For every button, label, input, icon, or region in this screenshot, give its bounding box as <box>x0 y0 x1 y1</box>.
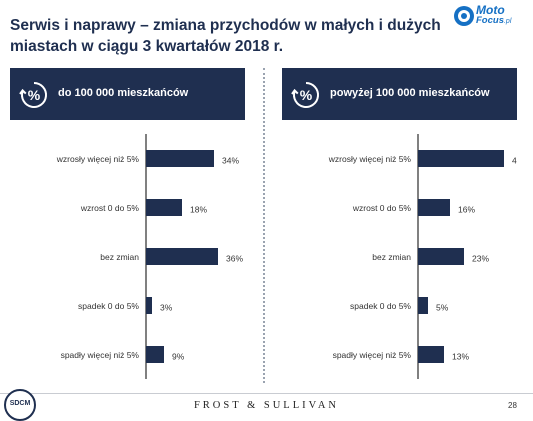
bar <box>146 297 152 314</box>
category-label: spadły więcej niż 5% <box>333 350 412 360</box>
value-label: 16% <box>458 205 475 215</box>
panel-header: % do 100 000 mieszkańców <box>10 68 245 120</box>
bar <box>418 199 450 216</box>
sdcm-badge-icon: SDCM <box>4 389 36 421</box>
page-title: Serwis i naprawy – zmiana przychodów w m… <box>10 17 441 55</box>
category-label: spadek 0 do 5% <box>78 301 139 311</box>
value-label: 13% <box>452 352 469 362</box>
category-label: spadek 0 do 5% <box>350 301 411 311</box>
category-label: bez zmian <box>100 252 139 262</box>
footer-brand: FROST & SULLIVAN <box>193 400 340 411</box>
percent-glyph: % <box>28 87 41 103</box>
value-label: 23% <box>472 254 489 264</box>
bar-chart-small-towns: wzrosły więcej niż 5% 34% wzrost 0 do 5% 18… <box>56 134 243 379</box>
value-label: 34% <box>222 156 239 166</box>
value-label: 9% <box>172 352 185 362</box>
logo-moto-text: Moto <box>476 3 505 17</box>
value-label: 18% <box>190 205 207 215</box>
panel-divider <box>263 68 265 383</box>
page-number: 28 <box>508 401 517 410</box>
percent-circle-icon: % <box>19 82 47 108</box>
bar <box>146 248 218 265</box>
panel-header: % powyżej 100 000 mieszkańców <box>282 68 517 120</box>
bar-chart-large-towns: wzrosły więcej niż 5% 43% wzrost 0 do 5% 16… <box>328 134 517 379</box>
motofocus-logo-icon: Moto Focus.pl <box>452 3 526 30</box>
logo-focus-word: Focus <box>476 15 504 26</box>
value-label: 3% <box>160 303 173 313</box>
value-label: 43% <box>512 156 517 166</box>
bar <box>418 346 444 363</box>
value-label: 5% <box>436 303 449 313</box>
motofocus-emblem <box>454 6 474 26</box>
panel-label: powyżej 100 000 mieszkańców <box>330 87 490 99</box>
logo-suffix: .pl <box>503 18 512 25</box>
panel-small-towns: % do 100 000 mieszkańców wzrosły więcej … <box>10 68 245 391</box>
bar <box>418 248 464 265</box>
panel-label: do 100 000 mieszkańców <box>58 87 189 99</box>
percent-circle-icon: % <box>291 82 319 108</box>
category-label: wzrost 0 do 5% <box>352 203 412 213</box>
category-label: bez zmian <box>372 252 411 262</box>
sdcm-badge-text: SDCM <box>9 400 31 407</box>
value-label: 36% <box>226 254 243 264</box>
category-label: wzrosły więcej niż 5% <box>328 154 412 164</box>
category-label: wzrost 0 do 5% <box>80 203 140 213</box>
bar <box>418 297 428 314</box>
percent-glyph: % <box>300 87 313 103</box>
bar <box>146 346 164 363</box>
panel-large-towns: % powyżej 100 000 mieszkańców wzrosły wi… <box>282 68 517 391</box>
bar <box>146 150 214 167</box>
category-label: spadły więcej niż 5% <box>61 350 140 360</box>
bar <box>146 199 182 216</box>
logo-focus-text: Focus.pl <box>476 15 511 26</box>
bar <box>418 150 504 167</box>
footer-divider <box>0 393 533 394</box>
category-label: wzrosły więcej niż 5% <box>56 154 140 164</box>
